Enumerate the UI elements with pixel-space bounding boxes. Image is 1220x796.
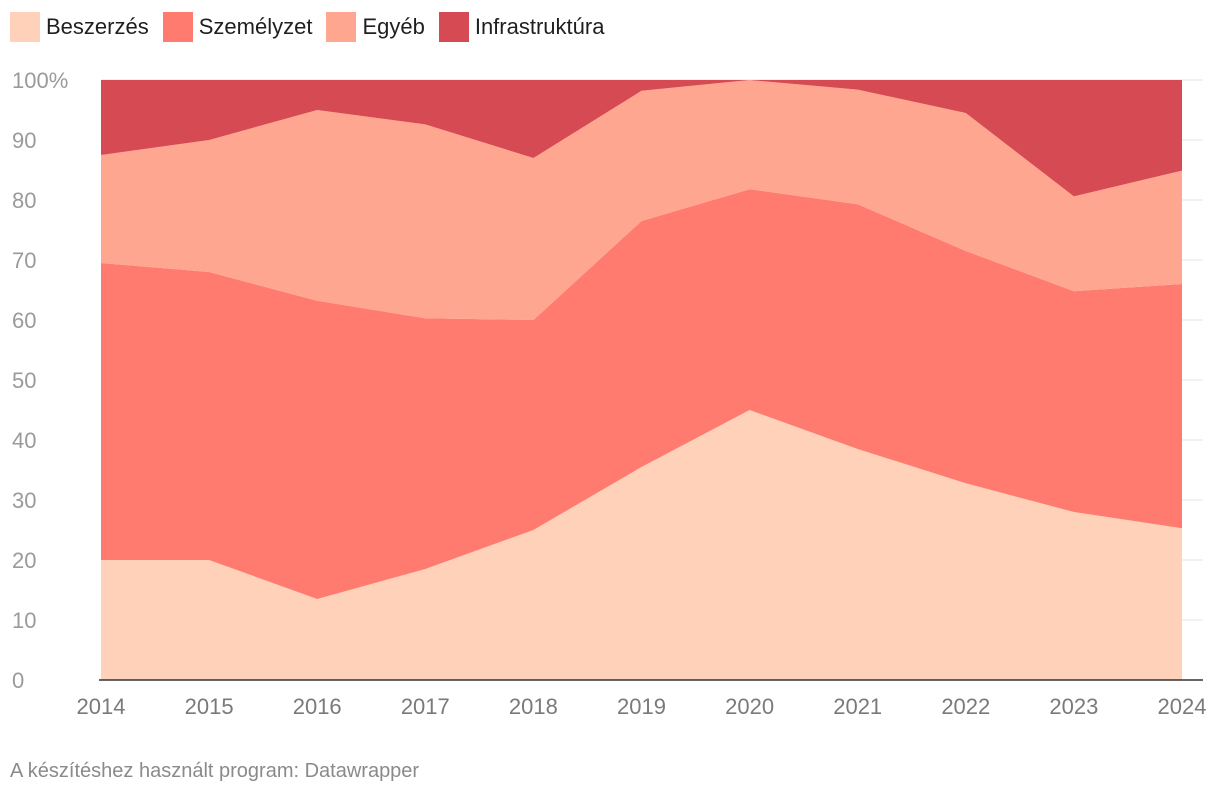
legend-swatch-infrastruktura — [438, 12, 469, 42]
area-egyeb — [101, 80, 1182, 320]
axes: 100% 90 80 70 60 50 40 30 20 10 0 2014 2015 2016 2017 2… — [12, 68, 1206, 719]
y-tick-label: 100% — [12, 68, 68, 93]
x-tick-label: 2021 — [833, 694, 882, 719]
legend-swatch-beszerzes — [10, 12, 40, 42]
legend-label-szemelyzet: Személyzet — [198, 14, 313, 39]
legend-item-egyeb: Egyéb — [326, 12, 425, 42]
y-tick-label: 80 — [12, 188, 36, 213]
y-tick-label: 70 — [12, 248, 36, 273]
x-tick-label: 2017 — [401, 694, 450, 719]
y-tick-label: 20 — [12, 548, 36, 573]
y-tick-label: 40 — [12, 428, 36, 453]
area-beszerzes — [101, 410, 1182, 680]
x-tick-label: 2015 — [185, 694, 234, 719]
stacked-area-chart: 100% 90 80 70 60 50 40 30 20 10 0 2014 2015 2016 2017 2… — [12, 68, 1206, 719]
legend-swatch-egyeb — [326, 12, 357, 42]
x-tick-label: 2016 — [293, 694, 342, 719]
x-tick-label: 2024 — [1158, 694, 1207, 719]
x-tick-label: 2014 — [77, 694, 126, 719]
y-tick-label: 0 — [12, 668, 24, 693]
legend-item-szemelyzet: Személyzet — [162, 12, 313, 42]
legend-label-egyeb: Egyéb — [362, 14, 425, 39]
y-tick-label: 30 — [12, 488, 36, 513]
legend-swatch-szemelyzet — [162, 12, 193, 42]
legend-label-beszerzes: Beszerzés — [46, 14, 149, 39]
y-tick-label: 50 — [12, 368, 36, 393]
legend-label-infrastruktura: Infrastruktúra — [474, 14, 605, 39]
source-note: A készítéshez használt program: Datawrap… — [10, 760, 420, 782]
x-tick-label: 2018 — [509, 694, 558, 719]
legend-item-infrastruktura: Infrastruktúra — [438, 12, 605, 42]
y-tick-label: 90 — [12, 128, 36, 153]
y-tick-label: 10 — [12, 608, 36, 633]
legend-item-beszerzes: Beszerzés — [10, 12, 149, 42]
area-infrastruktura — [101, 80, 1182, 197]
chart-legend: Beszerzés Személyzet Egyéb Infrastruktúr… — [10, 12, 618, 42]
x-tick-label: 2022 — [941, 694, 990, 719]
x-tick-label: 2019 — [617, 694, 666, 719]
area-szemelyzet — [101, 189, 1182, 599]
x-tick-label: 2020 — [725, 694, 774, 719]
x-tick-label: 2023 — [1049, 694, 1098, 719]
area-series — [101, 80, 1182, 680]
y-tick-label: 60 — [12, 308, 36, 333]
